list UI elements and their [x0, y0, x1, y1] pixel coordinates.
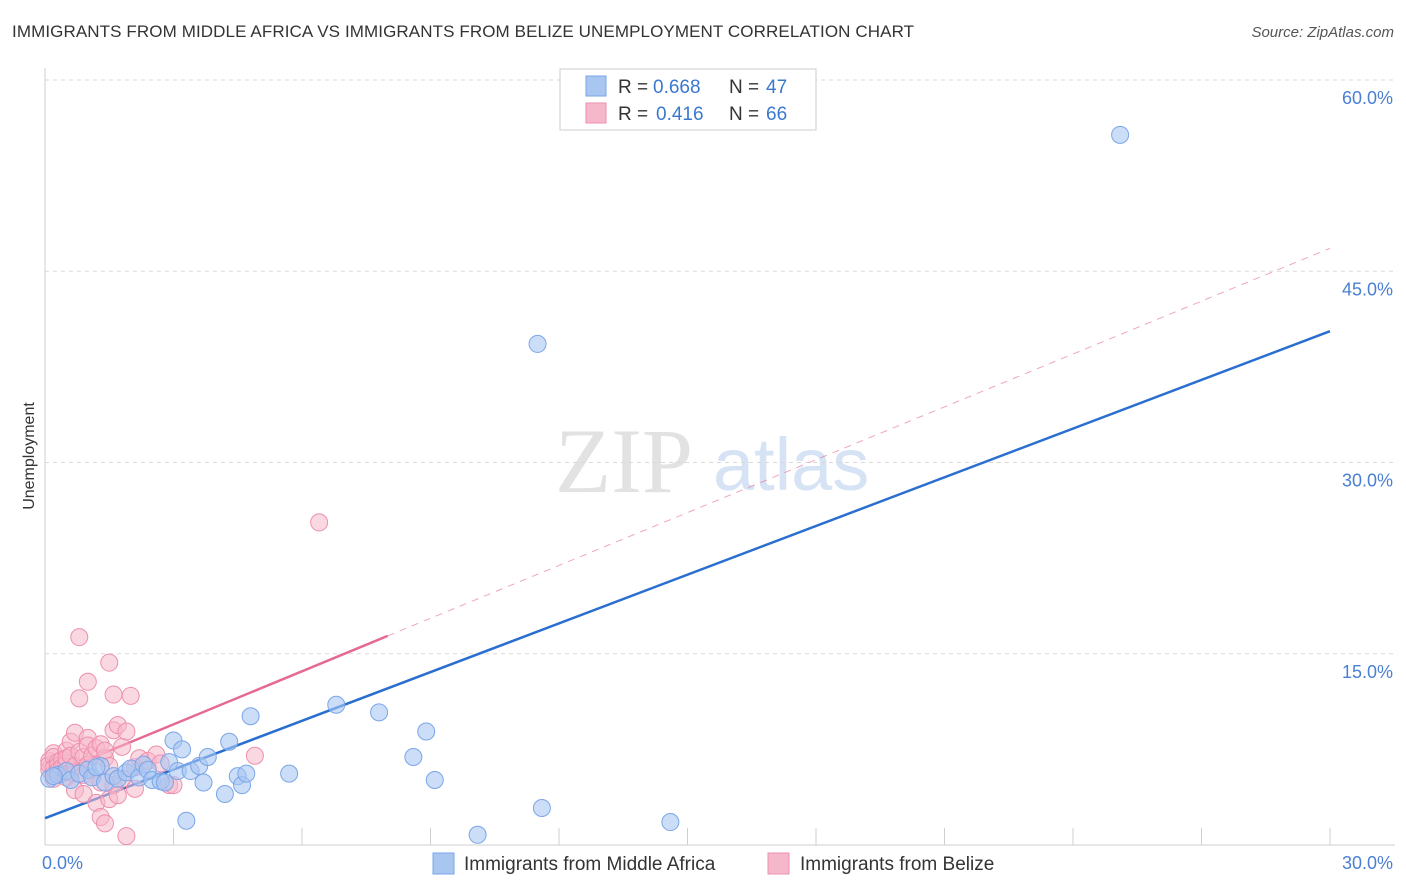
gridlines — [44, 79, 1395, 845]
point-middle-africa-22 — [173, 740, 192, 759]
point-belize-42 — [95, 814, 114, 833]
bottom-legend-label-belize: Immigrants from Belize — [800, 854, 994, 875]
point-middle-africa-28 — [215, 785, 234, 803]
point-middle-africa-39 — [425, 770, 444, 789]
point-middle-africa-32 — [237, 764, 256, 783]
point-belize-25 — [70, 628, 89, 647]
chart-title: IMMIGRANTS FROM MIDDLE AFRICA VS IMMIGRA… — [12, 22, 915, 41]
point-belize-44 — [100, 653, 119, 672]
stats-legend: R = 0.668 N = 47 R = 0.416 N = 66 — [559, 68, 817, 131]
trend-line-belize-extrapolated — [387, 247, 1331, 637]
point-belize-24 — [70, 689, 89, 708]
legend-swatch-belize — [585, 102, 607, 124]
point-belize-47 — [104, 685, 123, 704]
trend-lines — [44, 247, 1331, 820]
point-belize-51 — [108, 786, 127, 805]
point-middle-africa-33 — [241, 707, 260, 726]
point-middle-africa-40 — [468, 825, 487, 844]
legend-r-label-2: R = — [618, 104, 648, 125]
point-middle-africa-36 — [370, 703, 389, 722]
legend-r-value-2: 0.416 — [656, 104, 704, 125]
source-credit: Source: ZipAtlas.com — [1251, 24, 1394, 41]
point-middle-africa-45 — [44, 767, 63, 786]
point-middle-africa-35 — [327, 695, 346, 714]
trend-line-middle-africa — [44, 330, 1331, 820]
series-middle-africa-points — [40, 125, 1130, 844]
point-middle-africa-42 — [532, 799, 551, 818]
legend-n-label-1: N = — [729, 77, 759, 98]
point-middle-africa-34 — [280, 764, 299, 783]
watermark-atlas: atlas — [713, 423, 869, 506]
point-belize-54 — [117, 722, 136, 741]
point-belize-32 — [78, 672, 97, 691]
y-tick-label-2: 45.0% — [1342, 279, 1393, 299]
bottom-legend-swatch-middle-africa — [432, 852, 455, 875]
point-belize-43 — [95, 741, 114, 760]
y-tick-label-3: 60.0% — [1342, 88, 1393, 108]
point-belize-27 — [74, 785, 93, 803]
series-legend: Immigrants from Middle Africa Immigrants… — [432, 852, 994, 875]
x-tick-labels: 0.0% 30.0% — [42, 853, 1393, 873]
y-axis-label: Unemployment — [21, 402, 38, 510]
point-middle-africa-29 — [220, 732, 239, 751]
bottom-legend-swatch-belize — [767, 852, 790, 875]
point-belize-52 — [113, 737, 132, 756]
watermark-zip: ZIP — [555, 410, 693, 512]
point-middle-africa-44 — [1111, 125, 1130, 144]
point-belize-66 — [310, 513, 329, 532]
point-middle-africa-23 — [177, 811, 196, 830]
legend-n-label-2: N = — [729, 104, 759, 125]
point-belize-55 — [117, 827, 136, 846]
point-middle-africa-41 — [528, 334, 547, 353]
point-middle-africa-38 — [417, 722, 436, 741]
point-middle-africa-18 — [155, 773, 174, 792]
point-middle-africa-46 — [87, 758, 106, 777]
point-middle-africa-37 — [404, 748, 423, 767]
point-middle-africa-26 — [194, 773, 213, 792]
point-middle-africa-27 — [198, 748, 217, 767]
point-belize-56 — [121, 686, 140, 705]
legend-n-value-1: 47 — [766, 77, 787, 98]
point-belize-65 — [245, 746, 264, 765]
y-tick-label-1: 30.0% — [1342, 471, 1393, 491]
x-tick-label-1: 30.0% — [1342, 853, 1393, 873]
point-middle-africa-43 — [661, 813, 680, 832]
legend-r-label-1: R = — [618, 77, 648, 98]
x-tick-label-0: 0.0% — [42, 853, 83, 873]
axes — [44, 68, 1395, 846]
y-tick-label-0: 15.0% — [1342, 662, 1393, 682]
bottom-legend-label-middle-africa: Immigrants from Middle Africa — [464, 854, 716, 875]
legend-swatch-middle-africa — [585, 75, 607, 97]
y-tick-labels: 15.0% 30.0% 45.0% 60.0% — [1342, 88, 1393, 682]
legend-n-value-2: 66 — [766, 104, 787, 125]
legend-r-value-1: 0.668 — [653, 77, 701, 98]
